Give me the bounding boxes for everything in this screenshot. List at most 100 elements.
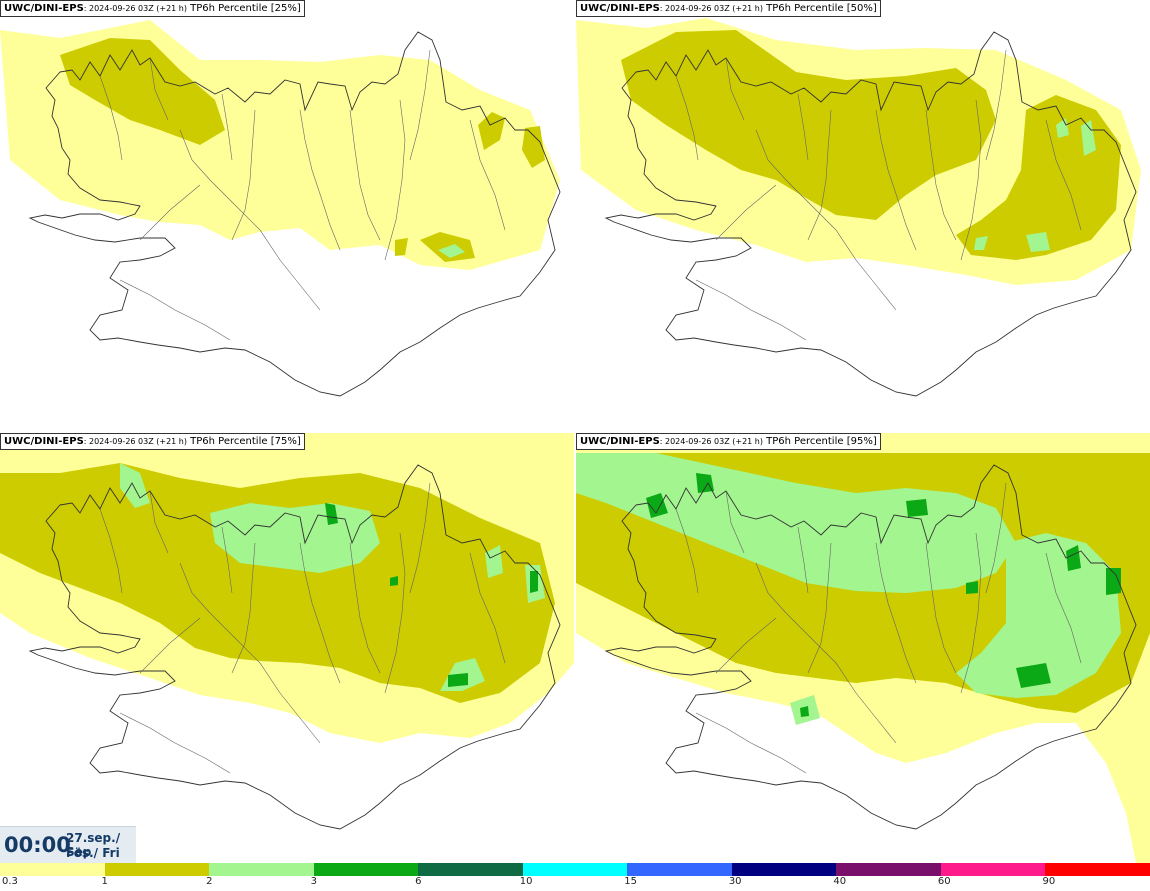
precip-area: [485, 545, 503, 578]
legend-tick-label: 1: [101, 876, 108, 887]
precip-area: [800, 706, 809, 717]
precip-map-25: [0, 20, 561, 397]
precip-area: [1016, 663, 1051, 688]
legend-tick-label: 40: [833, 876, 847, 887]
river-line: [725, 490, 745, 554]
river-line: [725, 57, 745, 121]
legend-swatch: [627, 863, 732, 876]
precip-area: [0, 463, 555, 703]
panel-title: UWC/DINI-EPS: 2024-09-26 03Z (+21 h) TP6…: [576, 433, 881, 450]
river-line: [119, 279, 231, 341]
river-line: [960, 99, 982, 261]
precip-area: [974, 236, 988, 250]
river-line: [675, 75, 699, 161]
river-line: [925, 109, 957, 241]
legend-tick-label: 3: [310, 876, 317, 887]
river-line: [149, 57, 169, 121]
precip-area: [530, 571, 538, 593]
river-line: [99, 508, 123, 594]
precip-area: [1026, 232, 1050, 252]
river-line: [755, 129, 897, 311]
river-line: [807, 542, 832, 674]
precip-area: [522, 126, 545, 168]
river-line: [675, 508, 699, 594]
legend-swatch: [0, 863, 105, 876]
river-line: [797, 93, 809, 161]
river-line: [409, 482, 431, 594]
panel-title: UWC/DINI-EPS: 2024-09-26 03Z (+21 h) TP6…: [576, 0, 881, 17]
river-line: [384, 99, 406, 261]
river-line: [807, 109, 832, 241]
legend-swatch: [418, 863, 523, 876]
map-panel-50: UWC/DINI-EPS: 2024-09-26 03Z (+21 h) TP6…: [576, 0, 1150, 428]
river-line: [221, 93, 233, 161]
precip-area: [1056, 118, 1069, 138]
river-line: [179, 562, 321, 744]
precip-area: [325, 503, 338, 525]
river-line: [925, 542, 957, 674]
river-line: [299, 542, 341, 684]
river-line: [149, 490, 169, 554]
river-line: [797, 526, 809, 594]
coastline: [604, 464, 1137, 830]
precip-area: [438, 244, 465, 258]
precip-area: [956, 95, 1121, 260]
river-line: [179, 129, 321, 311]
panel-title: UWC/DINI-EPS: 2024-09-26 03Z (+21 h) TP6…: [0, 433, 305, 450]
river-line: [985, 482, 1007, 594]
precip-map-75: [0, 433, 574, 830]
panel-title: UWC/DINI-EPS: 2024-09-26 03Z (+21 h) TP6…: [0, 0, 305, 17]
river-line: [755, 562, 897, 744]
river-line: [299, 109, 341, 251]
coastline: [28, 464, 561, 830]
precip-map-50: [576, 18, 1141, 397]
precip-area: [621, 30, 996, 220]
legend-tick-label: 6: [415, 876, 422, 887]
river-line: [384, 532, 406, 694]
map-panel-95: UWC/DINI-EPS: 2024-09-26 03Z (+21 h) TP6…: [576, 433, 1150, 863]
precip-area: [906, 499, 928, 517]
precip-area: [966, 581, 978, 594]
legend-tick-label: 60: [937, 876, 951, 887]
river-line: [1045, 119, 1082, 231]
legend-swatch: [1045, 863, 1150, 876]
legend-swatch: [209, 863, 314, 876]
river-line: [139, 617, 201, 674]
valid-hour: 00:00: [4, 833, 71, 857]
river-line: [231, 542, 256, 674]
coastline: [604, 31, 1137, 397]
river-line: [960, 532, 982, 694]
precip-area: [60, 38, 225, 145]
legend-swatch: [731, 863, 837, 876]
legend-swatch: [313, 863, 419, 876]
river-line: [715, 184, 777, 241]
river-line: [469, 552, 506, 664]
legend-tick-label: 15: [624, 876, 637, 887]
legend-tick-label: 0.3: [2, 876, 18, 887]
precip-area: [696, 473, 714, 493]
valid-date: 27.sep./ Sep: [66, 831, 121, 859]
river-line: [349, 542, 381, 674]
legend-tick-label: 30: [728, 876, 742, 887]
precip-area: [956, 533, 1121, 698]
legend-swatch: [104, 863, 210, 876]
precip-area: [1066, 545, 1081, 571]
river-line: [231, 109, 256, 241]
valid-time-box: 00:00 27.sep./ Sep Fös./ Fri: [0, 826, 136, 863]
legend-swatch: [836, 863, 941, 876]
precip-area: [390, 576, 398, 586]
river-line: [875, 109, 917, 251]
river-line: [715, 617, 777, 674]
river-line: [985, 49, 1007, 161]
precip-area: [395, 238, 408, 256]
precip-area: [1081, 120, 1096, 156]
river-line: [695, 279, 807, 341]
legend-tick-label: 90: [1042, 876, 1056, 887]
coastline: [28, 31, 561, 397]
legend-swatch: [522, 863, 628, 876]
river-line: [349, 109, 381, 241]
color-legend-ticks: 0.3 1 2 3 6 10 15 30 40 60 90: [0, 876, 1150, 891]
legend-tick-label: 2: [206, 876, 213, 887]
precip-area: [646, 493, 668, 518]
river-line: [695, 712, 807, 774]
